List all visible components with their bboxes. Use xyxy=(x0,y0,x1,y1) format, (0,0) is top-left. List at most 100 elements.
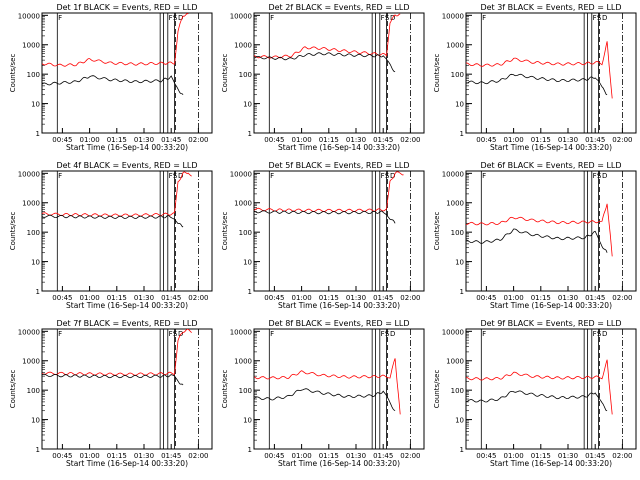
x-axis-label: Start Time (16-Sep-14 00:33:20) xyxy=(66,459,188,468)
y-tick-label: 1 xyxy=(248,446,252,454)
x-axis-label: Start Time (16-Sep-14 00:33:20) xyxy=(278,459,400,468)
detector-chart-2: Det 2f BLACK = Events, RED = LLD 1 10 100 10… xyxy=(221,3,425,152)
x-tick-label: 01:00 xyxy=(80,452,100,460)
y-tick-label: 1 xyxy=(36,288,40,296)
x-tick-label: 02:00 xyxy=(612,136,632,144)
x-tick-label: 00:45 xyxy=(476,136,496,144)
chart-title: Det 8f BLACK = Events, RED = LLD xyxy=(268,319,409,328)
x-tick-label: 01:30 xyxy=(346,136,366,144)
event-marker-label: S xyxy=(173,14,178,22)
x-tick-label: 01:15 xyxy=(107,452,127,460)
x-axis-label: Start Time (16-Sep-14 00:33:20) xyxy=(278,301,400,310)
event-marker-label: F xyxy=(381,14,385,22)
y-tick-label: 10 xyxy=(455,101,464,109)
x-tick-label: 01:00 xyxy=(504,294,524,302)
chart-title: Det 6f BLACK = Events, RED = LLD xyxy=(480,161,621,170)
y-tick-label: 1000 xyxy=(446,42,464,50)
lld-series-line xyxy=(42,171,192,217)
x-axis-label: Start Time (16-Sep-14 00:33:20) xyxy=(278,143,400,152)
lld-series-line xyxy=(466,41,613,99)
x-tick-label: 01:00 xyxy=(504,452,524,460)
lld-series-line xyxy=(466,203,613,257)
chart-title: Det 9f BLACK = Events, RED = LLD xyxy=(480,319,621,328)
x-tick-label: 01:30 xyxy=(558,136,578,144)
chart-title: Det 2f BLACK = Events, RED = LLD xyxy=(268,3,409,12)
y-axis-label: Counts/sec xyxy=(9,212,17,251)
x-tick-label: 02:00 xyxy=(188,136,208,144)
y-tick-label: 10 xyxy=(31,417,40,425)
events-series-line xyxy=(42,75,184,95)
y-tick-label: 1000 xyxy=(22,42,40,50)
y-tick-label: 1 xyxy=(36,130,40,138)
x-tick-label: 01:30 xyxy=(346,452,366,460)
lld-series-line xyxy=(466,359,613,415)
x-tick-label: 01:45 xyxy=(585,294,605,302)
y-tick-label: 10000 xyxy=(18,328,40,336)
y-tick-label: 10000 xyxy=(442,12,464,20)
y-tick-label: 100 xyxy=(27,229,40,237)
y-tick-label: 1 xyxy=(460,130,464,138)
y-axis-label: Counts/sec xyxy=(433,370,441,409)
y-tick-label: 10 xyxy=(243,101,252,109)
x-tick-label: 00:45 xyxy=(52,452,72,460)
x-tick-label: 00:45 xyxy=(264,452,284,460)
y-axis-label: Counts/sec xyxy=(221,212,229,251)
plot-frame xyxy=(465,170,637,292)
event-marker-label: F xyxy=(270,330,274,338)
y-tick-label: 100 xyxy=(239,229,252,237)
event-marker-label: S xyxy=(597,330,602,338)
event-marker-label: F xyxy=(482,172,486,180)
x-tick-label: 02:00 xyxy=(188,294,208,302)
x-tick-label: 02:00 xyxy=(612,452,632,460)
x-tick-label: 02:00 xyxy=(188,452,208,460)
x-tick-label: 01:15 xyxy=(319,294,339,302)
y-tick-label: 1 xyxy=(36,446,40,454)
y-axis-label: Counts/sec xyxy=(221,54,229,93)
event-marker-label: D xyxy=(602,14,607,22)
chart-title: Det 7f BLACK = Events, RED = LLD xyxy=(56,319,197,328)
event-marker-label: S xyxy=(173,330,178,338)
detector-chart-3: Det 3f BLACK = Events, RED = LLD 1 10 100 10… xyxy=(433,3,637,152)
event-marker-label: F xyxy=(58,330,62,338)
x-tick-label: 01:45 xyxy=(373,136,393,144)
plot-frame xyxy=(465,328,637,450)
y-tick-label: 1 xyxy=(248,288,252,296)
plot-frame xyxy=(465,12,637,134)
y-tick-label: 10 xyxy=(455,417,464,425)
x-tick-label: 02:00 xyxy=(612,294,632,302)
y-tick-label: 1000 xyxy=(22,200,40,208)
x-tick-label: 02:00 xyxy=(400,294,420,302)
x-tick-label: 01:45 xyxy=(373,452,393,460)
event-marker-label: F xyxy=(169,14,173,22)
y-axis-label: Counts/sec xyxy=(221,370,229,409)
x-tick-label: 01:15 xyxy=(107,294,127,302)
lld-series-line xyxy=(42,13,189,67)
event-marker-label: F xyxy=(482,14,486,22)
y-tick-label: 1000 xyxy=(234,42,252,50)
event-marker-label: S xyxy=(597,14,602,22)
detector-chart-7: Det 7f BLACK = Events, RED = LLD 1 10 100 10… xyxy=(9,319,213,468)
x-axis-label: Start Time (16-Sep-14 00:33:20) xyxy=(490,301,612,310)
detector-chart-1: Det 1f BLACK = Events, RED = LLD 1 10 100 10… xyxy=(9,3,213,152)
y-tick-label: 100 xyxy=(451,387,464,395)
plot-frame xyxy=(253,170,425,292)
event-marker-label: F xyxy=(270,172,274,180)
event-marker-label: F xyxy=(593,14,597,22)
x-axis-label: Start Time (16-Sep-14 00:33:20) xyxy=(66,301,188,310)
events-series-line xyxy=(466,73,608,96)
detector-chart-4: Det 4f BLACK = Events, RED = LLD 1 10 100 10… xyxy=(9,161,213,310)
y-tick-label: 10000 xyxy=(230,328,252,336)
x-tick-label: 01:30 xyxy=(558,452,578,460)
x-tick-label: 02:00 xyxy=(400,136,420,144)
y-tick-label: 10 xyxy=(31,101,40,109)
x-tick-label: 01:00 xyxy=(292,294,312,302)
events-series-line xyxy=(42,373,184,386)
x-tick-label: 01:45 xyxy=(373,294,393,302)
plot-frame xyxy=(41,328,213,450)
event-marker-label: D xyxy=(390,330,395,338)
event-marker-label: D xyxy=(390,172,395,180)
y-tick-label: 1 xyxy=(460,446,464,454)
y-tick-label: 1000 xyxy=(22,358,40,366)
x-tick-label: 01:30 xyxy=(134,452,154,460)
